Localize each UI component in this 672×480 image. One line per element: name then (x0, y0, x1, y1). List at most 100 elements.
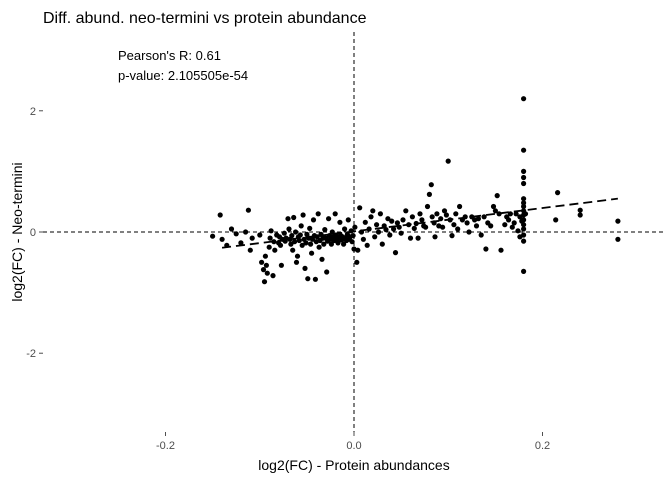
data-point (521, 168, 527, 174)
data-point (219, 236, 225, 242)
data-point (293, 259, 300, 265)
data-point (447, 217, 453, 223)
data-point (310, 217, 317, 223)
data-point (366, 226, 372, 232)
data-point (341, 241, 347, 247)
data-point (245, 207, 251, 213)
data-point (291, 214, 297, 221)
data-point (496, 211, 502, 217)
data-point (286, 226, 292, 232)
data-point (464, 220, 470, 226)
data-point (268, 228, 274, 234)
data-point (314, 234, 320, 240)
data-point (517, 234, 523, 240)
data-point (521, 147, 527, 153)
data-point (521, 238, 527, 244)
data-point (521, 268, 527, 274)
fit-line-group (221, 197, 618, 249)
data-point (247, 247, 253, 253)
data-point (290, 247, 296, 253)
data-point (233, 231, 239, 237)
data-point (298, 223, 304, 229)
annotations: Pearson's R: 0.61 p-value: 2.105505e-54 (118, 48, 248, 83)
annotation-1: p-value: 2.105505e-54 (118, 68, 248, 83)
data-point (521, 200, 527, 206)
data-point (294, 253, 301, 259)
data-point (324, 269, 330, 275)
data-point (379, 241, 385, 247)
data-point (434, 211, 440, 217)
data-point (521, 180, 527, 187)
data-point (407, 235, 414, 241)
data-point (375, 229, 382, 235)
data-point (492, 208, 498, 214)
x-tick-label: 0.0 (346, 440, 361, 452)
regression-line (221, 197, 618, 249)
data-point (263, 262, 269, 268)
data-point (309, 250, 315, 256)
data-point (429, 214, 435, 220)
data-point (387, 232, 393, 238)
data-point (577, 207, 583, 213)
data-point (409, 214, 415, 220)
data-point (389, 218, 395, 224)
data-point (217, 212, 223, 218)
data-point (506, 217, 512, 223)
data-point (264, 270, 270, 276)
data-point (615, 218, 621, 224)
data-point (316, 244, 322, 250)
annotation-0: Pearson's R: 0.61 (118, 48, 221, 63)
data-point (451, 222, 457, 228)
data-point (352, 224, 358, 230)
data-point (453, 211, 459, 217)
data-point (615, 236, 621, 242)
data-point (423, 224, 429, 230)
data-point (432, 234, 438, 240)
data-point (350, 233, 356, 239)
data-point (555, 190, 561, 196)
data-point (303, 240, 309, 246)
data-point (296, 237, 302, 244)
data-point (385, 216, 391, 222)
data-point (374, 222, 380, 228)
data-point (272, 247, 278, 253)
data-point (521, 226, 527, 232)
data-point (443, 212, 449, 218)
data-point (305, 276, 311, 282)
data-point (312, 276, 318, 282)
data-point (292, 239, 298, 245)
data-point (266, 244, 272, 250)
data-point (335, 240, 341, 246)
data-point (507, 211, 513, 217)
data-point (515, 228, 521, 234)
data-point (315, 211, 321, 217)
data-point (457, 203, 463, 210)
data-point (300, 212, 306, 218)
data-point (466, 229, 472, 235)
data-point (368, 214, 374, 220)
x-tick-label: 0.2 (535, 440, 550, 452)
data-point (277, 242, 284, 248)
data-point (271, 239, 277, 245)
data-point (319, 256, 325, 262)
data-point (398, 230, 404, 236)
data-point (403, 208, 409, 214)
chart-title: Diff. abund. neo-termini vs protein abun… (43, 10, 367, 27)
data-point (419, 217, 425, 223)
data-point (321, 241, 327, 247)
x-axis: -0.2 0.0 0.2 (156, 432, 550, 452)
data-point (349, 239, 355, 245)
data-point (288, 241, 294, 247)
data-point (577, 212, 583, 218)
data-point (297, 232, 303, 238)
data-point (488, 223, 494, 229)
data-point (413, 220, 419, 227)
data-point (449, 233, 455, 239)
data-point (406, 222, 412, 228)
y-tick-label: -2 (26, 348, 36, 360)
data-point (431, 220, 437, 226)
data-point (415, 235, 421, 241)
data-point (337, 219, 343, 225)
data-point (383, 227, 389, 233)
